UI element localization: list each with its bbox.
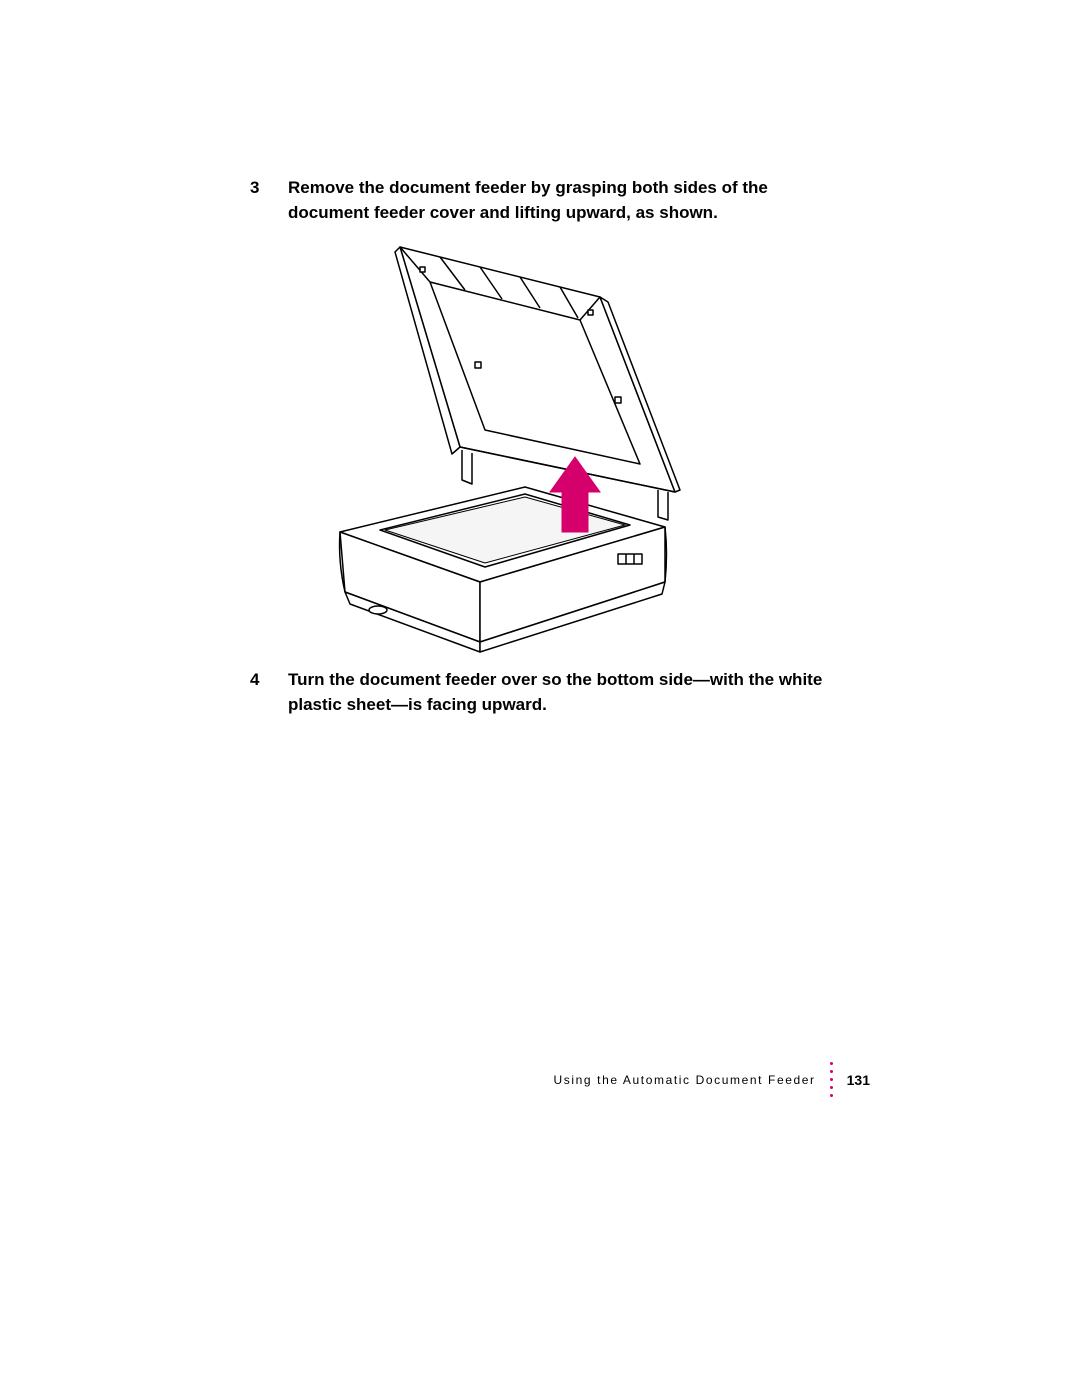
page-footer: Using the Automatic Document Feeder 131 bbox=[554, 1062, 870, 1097]
step-3: 3 Remove the document feeder by grasping… bbox=[250, 176, 830, 225]
step-4-number: 4 bbox=[250, 668, 288, 693]
step-4: 4 Turn the document feeder over so the b… bbox=[250, 668, 830, 717]
step-4-text: Turn the document feeder over so the bot… bbox=[288, 668, 830, 717]
step-3-text: Remove the document feeder by grasping b… bbox=[288, 176, 830, 225]
page-number: 131 bbox=[847, 1072, 870, 1088]
footer-section-title: Using the Automatic Document Feeder bbox=[554, 1073, 816, 1087]
step-3-number: 3 bbox=[250, 176, 288, 201]
footer-dots-icon bbox=[830, 1062, 833, 1097]
scanner-illustration bbox=[300, 232, 700, 662]
manual-page: 3 Remove the document feeder by grasping… bbox=[0, 0, 1080, 1397]
